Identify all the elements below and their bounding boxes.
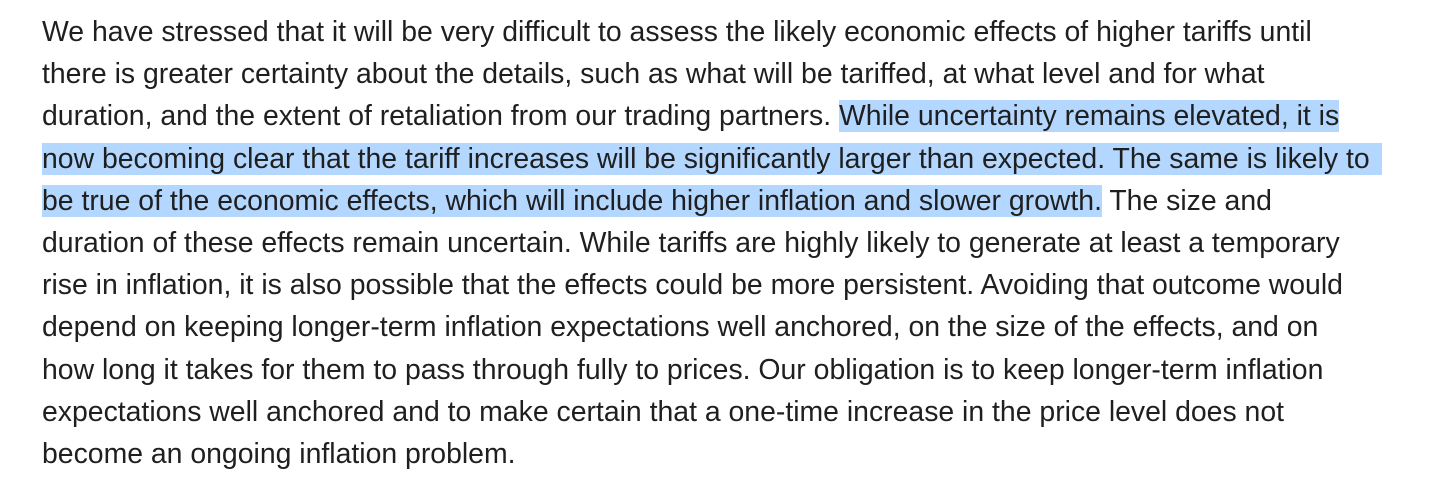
text-line: duration of these effects remain uncerta… [42,227,1340,260]
selected-text[interactable]: be true of the economic effects, which w… [42,184,1102,217]
text-run: The size and [1101,184,1272,217]
text-line: depend on keeping longer-term inflation … [42,311,1319,344]
text-line: be true of the economic effects, which w… [42,180,1456,222]
text-line: there is greater certainty about the det… [42,58,1265,91]
body-paragraph: We have stressed that it will be very di… [42,11,1456,475]
text-line: now becoming clear that the tariff incre… [42,138,1456,180]
text-line: become an ongoing inflation problem. [42,438,516,471]
selected-text[interactable]: While uncertainty remains elevated, it i… [838,100,1340,133]
text-run: duration, and the extent of retaliation … [42,100,839,133]
text-line: We have stressed that it will be very di… [42,16,1312,48]
text-line: duration, and the extent of retaliation … [42,95,1456,137]
text-line: expectations well anchored and to make c… [42,395,1285,428]
text-line: how long it takes for them to pass throu… [42,353,1324,386]
text-line: rise in inflation, it is also possible t… [42,269,1343,302]
selected-text[interactable]: now becoming clear that the tariff incre… [42,142,1382,175]
